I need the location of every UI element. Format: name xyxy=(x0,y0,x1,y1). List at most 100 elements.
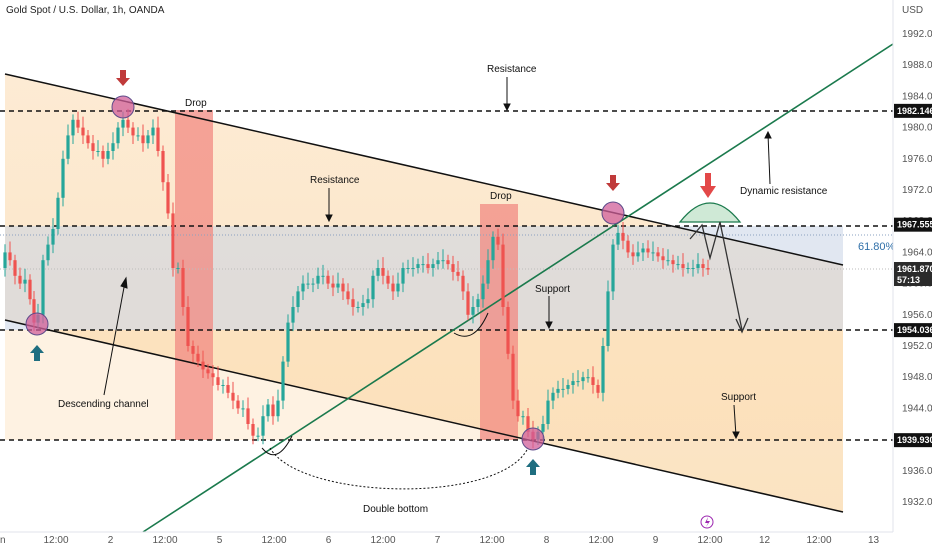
double-bottom-arc xyxy=(269,447,529,490)
candle-body xyxy=(76,119,80,128)
candle xyxy=(406,259,410,274)
candle xyxy=(41,254,45,324)
candle-body xyxy=(581,377,585,382)
down-arrow-2 xyxy=(606,175,620,191)
up-arrow-2 xyxy=(526,459,540,475)
candle-body xyxy=(681,264,685,268)
candle-body xyxy=(91,143,95,151)
price-label-1967.555: 1967.555 xyxy=(894,217,932,232)
candle xyxy=(261,405,265,445)
price-tick-label: 1948.000 xyxy=(902,372,932,383)
drop-zone-1 xyxy=(175,110,213,440)
candle-body xyxy=(201,361,205,370)
candle xyxy=(476,293,480,313)
label-drop-1: Drop xyxy=(185,98,207,109)
candle xyxy=(71,114,75,144)
candle xyxy=(686,262,690,274)
candle-body xyxy=(396,283,400,292)
candle xyxy=(56,192,60,235)
candle xyxy=(86,129,90,149)
time-tick-label: 9 xyxy=(653,535,659,546)
candle xyxy=(391,275,395,300)
candle xyxy=(706,259,710,276)
candle-body xyxy=(341,283,345,292)
candle xyxy=(396,272,400,297)
candle-body xyxy=(276,400,280,417)
candle-body xyxy=(32,299,36,323)
touch-marker-1 xyxy=(111,95,135,119)
candle-body xyxy=(496,236,500,245)
candle xyxy=(61,150,65,207)
candle-body xyxy=(701,264,705,268)
candle-body xyxy=(13,260,17,276)
candle-body xyxy=(466,291,470,315)
candle xyxy=(46,236,50,266)
time-tick-label: 5 xyxy=(217,535,223,546)
bottom-curve-1 xyxy=(261,435,293,456)
candle-body xyxy=(221,385,225,386)
candle xyxy=(196,345,200,368)
candle xyxy=(216,366,220,391)
candle-body xyxy=(416,264,420,268)
down-arrow-3 xyxy=(700,173,716,198)
candle xyxy=(591,366,595,394)
candle-body xyxy=(111,143,115,151)
candle-body xyxy=(8,252,12,261)
candle-body xyxy=(481,283,485,300)
candle-body xyxy=(356,307,360,308)
candle-body xyxy=(591,377,595,385)
candle-body xyxy=(231,392,235,401)
candle xyxy=(581,371,585,390)
candle xyxy=(491,231,495,269)
candle xyxy=(28,274,32,305)
candle-body xyxy=(186,307,190,346)
candle xyxy=(636,241,640,262)
candle xyxy=(466,283,470,321)
candle xyxy=(371,270,375,308)
candle-body xyxy=(391,283,395,292)
candle-body xyxy=(456,271,460,276)
candle xyxy=(3,244,7,277)
candle xyxy=(81,116,85,144)
lightning-icon[interactable] xyxy=(700,515,714,529)
candle-body xyxy=(311,283,315,285)
candle-body xyxy=(406,268,410,269)
candle xyxy=(606,280,610,352)
candle-body xyxy=(171,213,175,268)
candle xyxy=(576,370,580,387)
candle xyxy=(336,272,340,293)
candle-body xyxy=(491,236,495,261)
candle xyxy=(256,427,260,442)
candle-body xyxy=(56,197,60,229)
candle-body xyxy=(661,256,665,261)
candle xyxy=(566,379,570,395)
candle-body xyxy=(671,260,675,265)
candle xyxy=(611,239,615,300)
candle-body xyxy=(271,404,275,417)
candle-body xyxy=(151,127,155,136)
candle-body xyxy=(306,283,310,285)
candle xyxy=(206,363,210,379)
candles xyxy=(3,108,710,449)
candle xyxy=(181,259,185,316)
candle-body xyxy=(686,268,690,269)
time-tick-label: n xyxy=(0,535,6,546)
candle-body xyxy=(23,279,27,284)
candle xyxy=(246,397,250,430)
candle-body xyxy=(471,307,475,315)
price-tick-label: 1964.000 xyxy=(902,247,932,258)
candle-body xyxy=(526,416,530,432)
candle xyxy=(66,124,70,165)
candle-body xyxy=(246,408,250,424)
price-axis-currency: USD xyxy=(902,5,923,16)
candle-body xyxy=(316,275,320,284)
candle xyxy=(461,270,465,300)
support-zone-shade xyxy=(5,330,843,440)
candle-body xyxy=(516,400,520,417)
candle-body xyxy=(366,299,370,304)
candle-body xyxy=(631,252,635,257)
candle xyxy=(481,275,485,308)
candle-body xyxy=(71,119,75,136)
candle-body xyxy=(361,303,365,307)
